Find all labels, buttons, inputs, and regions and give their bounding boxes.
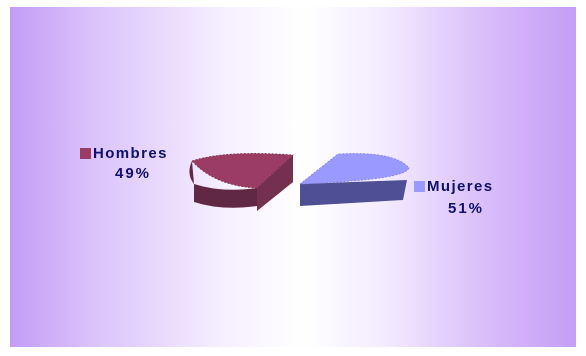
legend-swatch-mujeres [414,181,425,192]
data-label-hombres-pct: 49% [115,165,152,182]
legend-label-hombres: Hombres [93,145,168,162]
legend-item-hombres: Hombres [80,145,168,163]
slice-hombres [189,153,294,211]
slice-mujeres-side-front [300,180,407,206]
slice-mujeres [298,153,410,206]
slice-mujeres-top [298,153,410,185]
legend-item-mujeres: Mujeres [414,178,494,196]
legend-label-mujeres: Mujeres [427,178,494,195]
slice-hombres-top [191,153,294,189]
legend-swatch-hombres [80,148,91,159]
slice-hombres-side [189,161,257,208]
data-label-mujeres-pct: 51% [448,200,485,217]
slice-hombres-side-front [257,155,293,211]
